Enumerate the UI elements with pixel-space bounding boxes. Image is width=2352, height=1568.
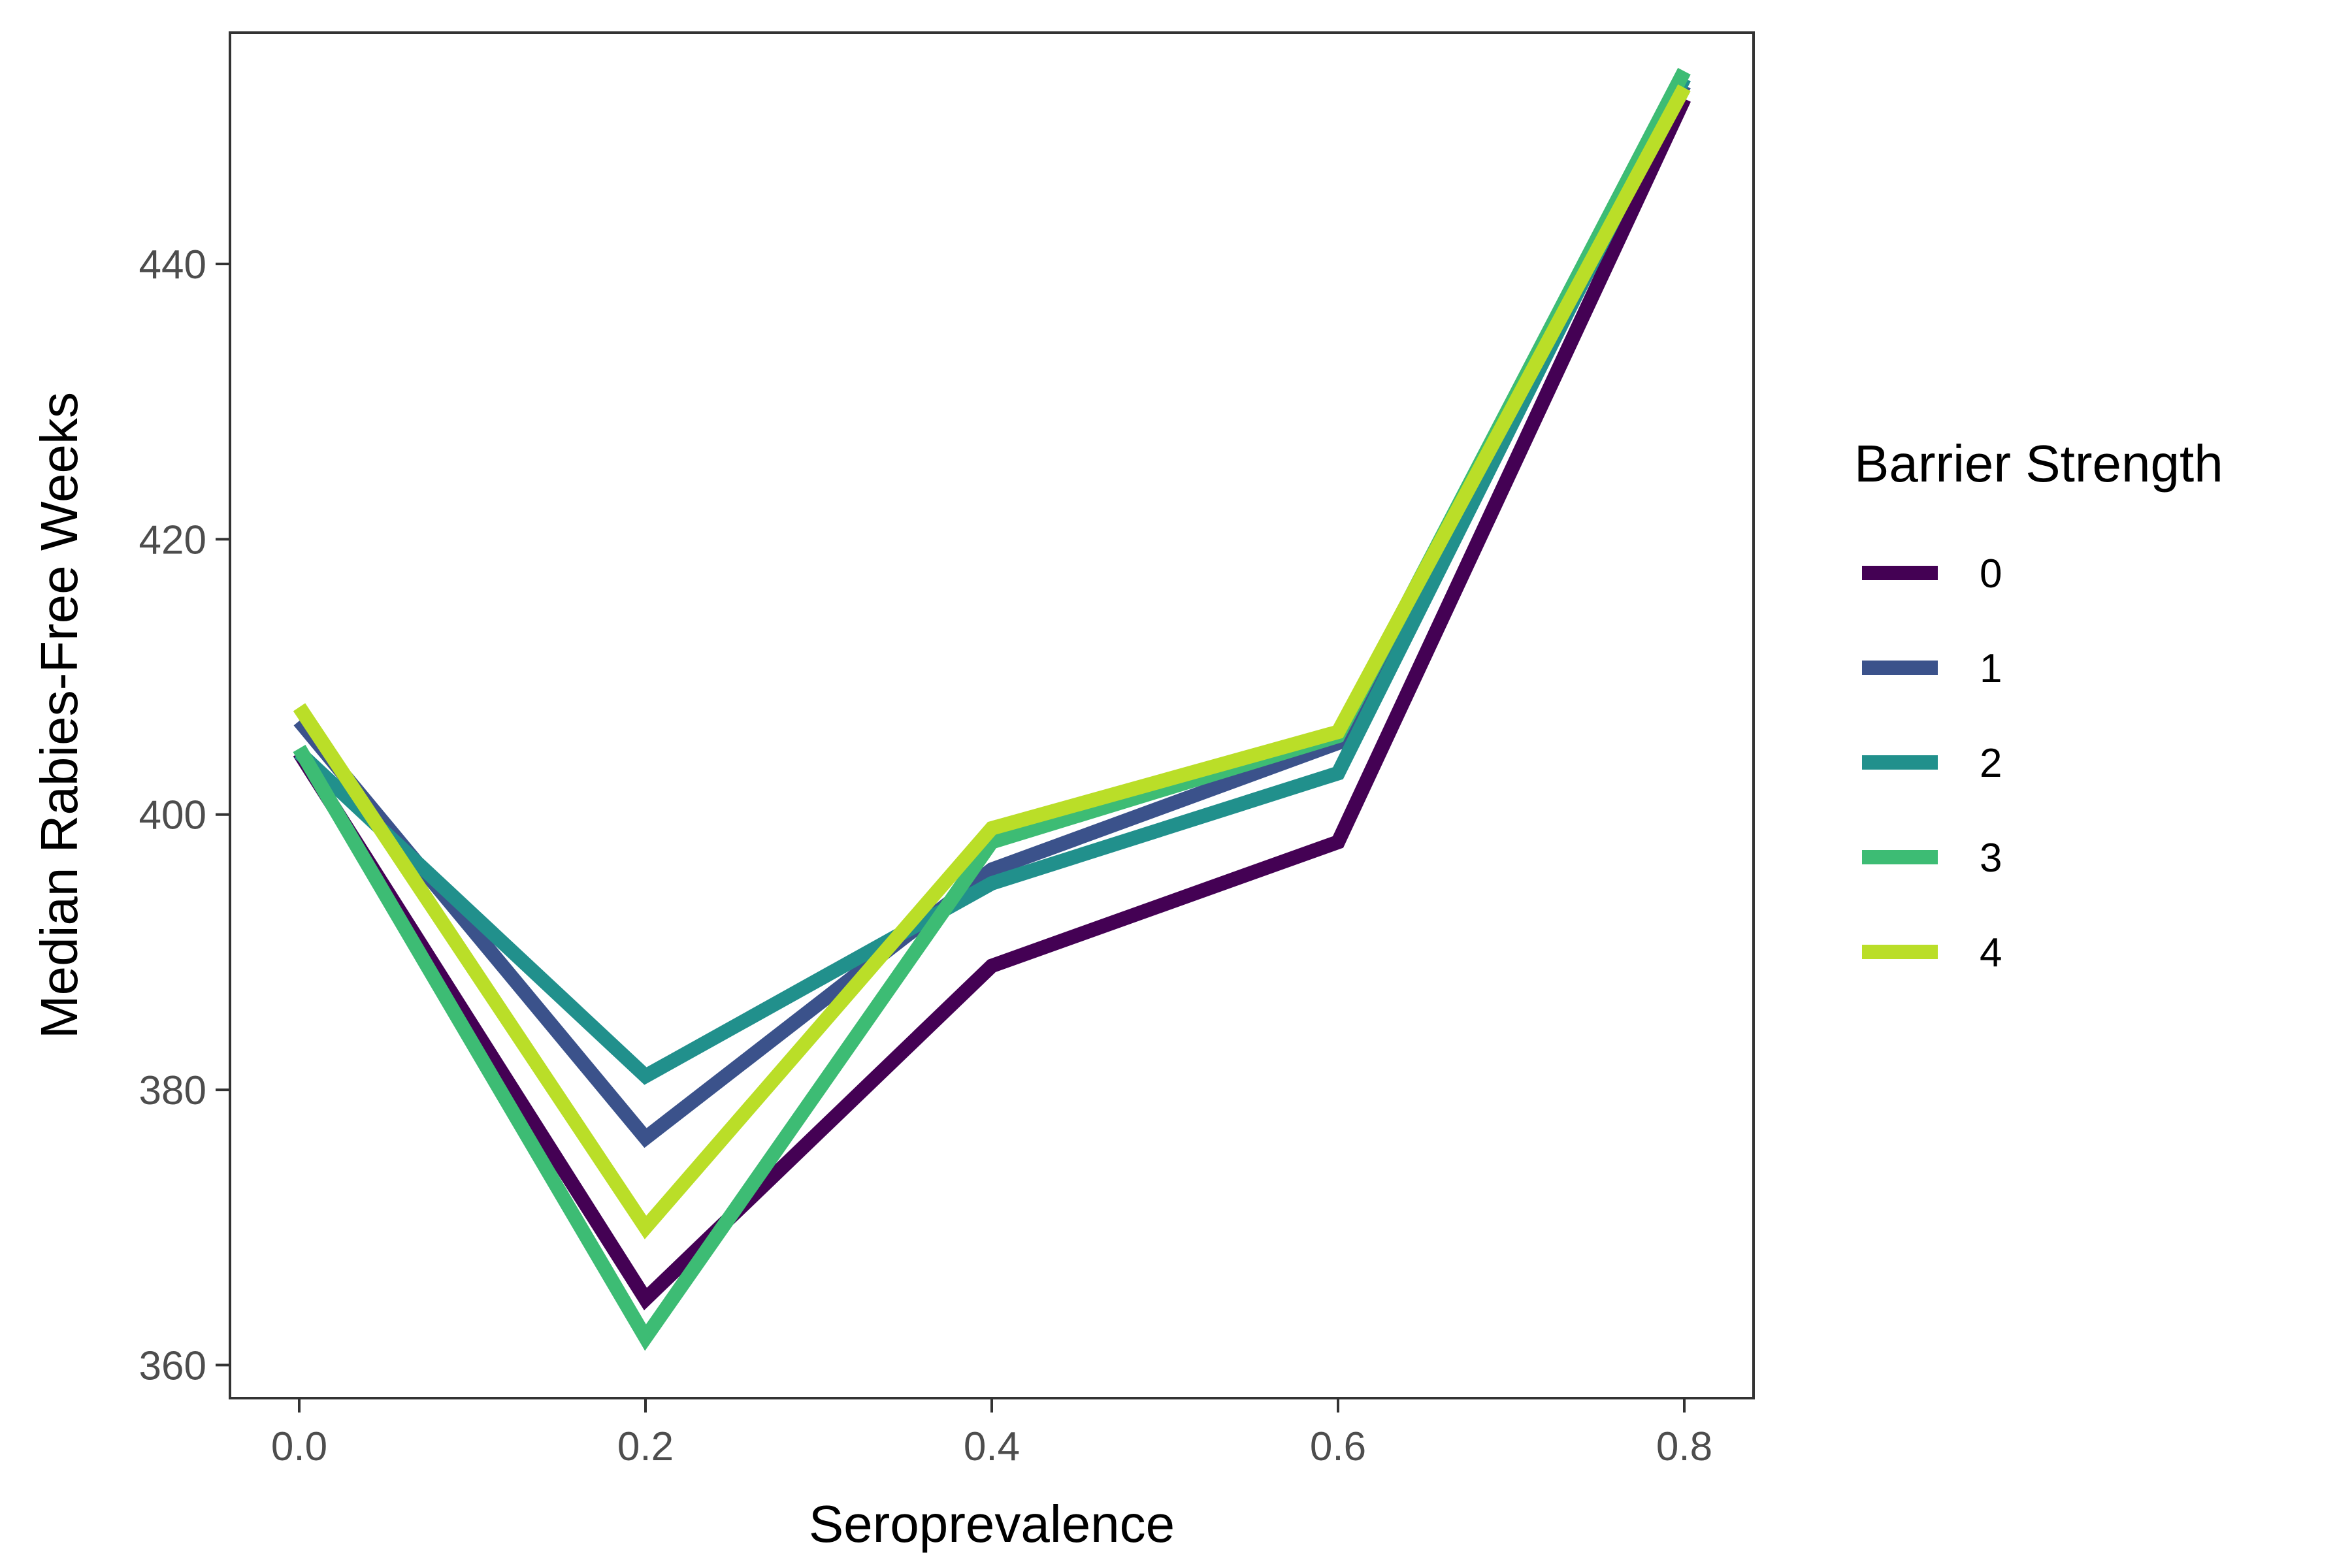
legend-label-0: 0 [1980,551,2002,596]
series-line-0 [293,95,1691,1311]
y-tick-label: 420 [139,517,206,563]
legend-label-4: 4 [1980,930,2002,975]
legend-label-3: 3 [1980,836,2002,881]
x-axis-ticks: 0.0 0.2 0.4 0.6 0.8 [271,1398,1712,1469]
y-tick-label: 440 [139,242,206,287]
x-tick-label: 0.0 [271,1424,327,1469]
y-tick-label: 400 [139,793,206,838]
series-line-2 [294,74,1691,1085]
y-tick-label: 360 [139,1343,206,1388]
x-tick-label: 0.8 [1656,1424,1712,1469]
y-axis-title: Median Rabies-Free Weeks [30,392,88,1039]
legend-label-1: 1 [1980,646,2002,691]
series-line-4 [293,84,1691,1239]
x-axis-title: Seroprevalence [809,1495,1175,1553]
y-tick-label: 380 [139,1068,206,1113]
legend-label-2: 2 [1980,741,2002,786]
x-tick-label: 0.2 [617,1424,674,1469]
x-tick-label: 0.6 [1310,1424,1366,1469]
x-tick-label: 0.4 [964,1424,1020,1469]
plot-panel-border [229,31,1755,1399]
legend-title: Barrier Strength [1854,434,2223,493]
series-lines [293,67,1691,1351]
legend: Barrier Strength 0 1 2 3 4 [1854,434,2223,975]
y-axis-ticks: 360 380 400 420 440 [139,242,230,1388]
